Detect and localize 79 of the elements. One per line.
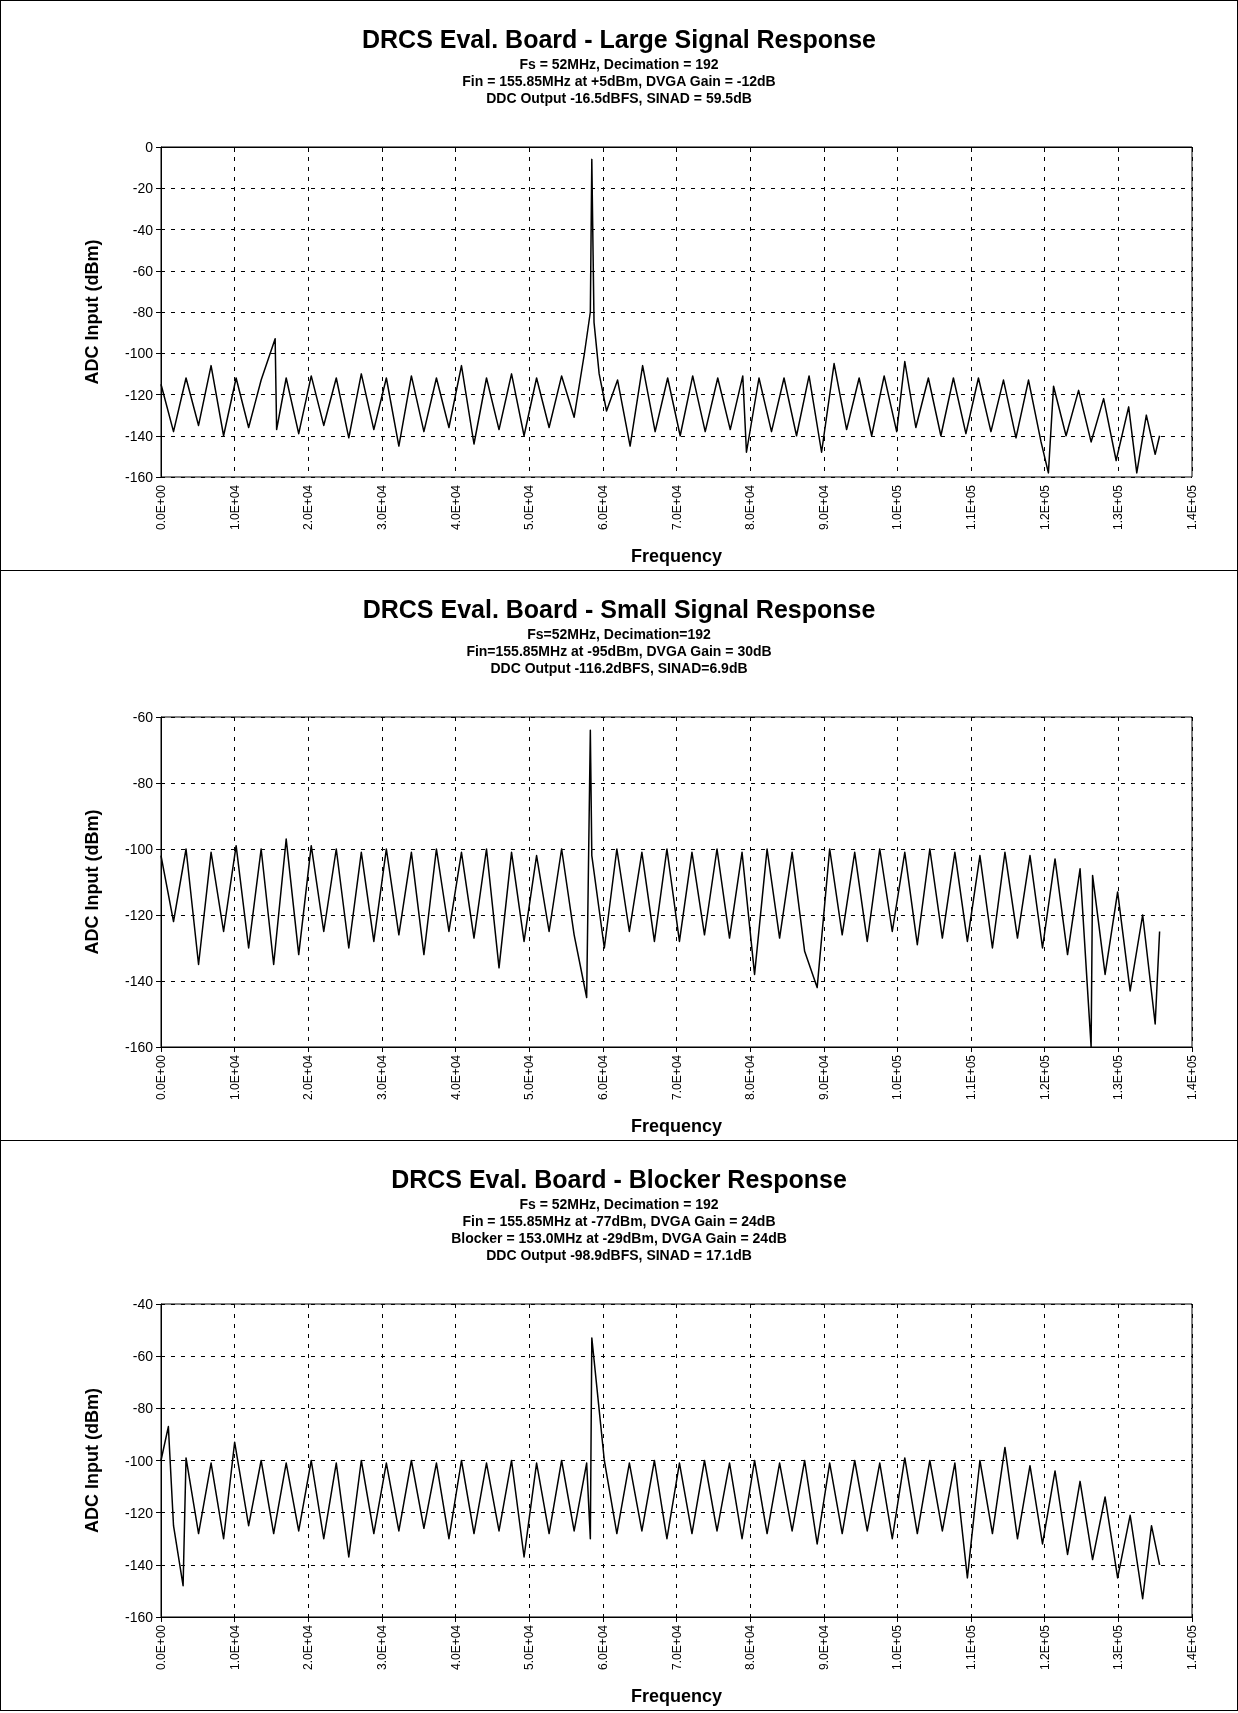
- x-tick-label: 1.3E+05: [1111, 1624, 1126, 1671]
- x-tick-label: 1.3E+05: [1111, 1054, 1126, 1101]
- x-tick-label: 1.4E+05: [1185, 1054, 1199, 1101]
- x-tick-label: 8.0E+04: [743, 1624, 758, 1671]
- y-tick-label: -160: [124, 469, 154, 485]
- chart-title: DRCS Eval. Board - Large Signal Response: [361, 24, 877, 53]
- x-tick-label: 1.3E+05: [1111, 484, 1126, 531]
- chart-subtitle: Fs = 52MHz, Decimation = 192 Fin = 155.85MHz at -77dBm, DVGA Gain = 24dB Blocker = 153.0MHz at -29dBm, DVGA Gain = 24dB DDC Output -98.9dBFS, SINAD = 17.1dB: [451, 1195, 787, 1263]
- x-tick-label: 5.0E+04: [522, 1624, 537, 1671]
- x-axis-title: Frequency: [630, 1686, 723, 1706]
- x-tick-label: 9.0E+04: [816, 484, 831, 531]
- y-tick-label: -80: [132, 1400, 154, 1417]
- y-axis-title: ADC Input (dBm): [82, 239, 102, 385]
- x-tick-label: 8.0E+04: [743, 1054, 758, 1101]
- x-tick-label: 5.0E+04: [522, 1054, 537, 1101]
- x-tick-label: 2.0E+04: [301, 1054, 316, 1101]
- x-tick-label: 6.0E+04: [595, 1054, 610, 1101]
- y-tick-label: -60: [132, 709, 154, 725]
- x-tick-label: 8.0E+04: [743, 484, 758, 531]
- x-axis-title: Frequency: [630, 1116, 723, 1136]
- y-tick-label: -120: [124, 907, 154, 923]
- y-tick-label: -160: [124, 1039, 154, 1055]
- y-tick-label: -140: [124, 1556, 154, 1573]
- y-tick-label: -100: [124, 1452, 154, 1469]
- x-tick-label: 1.0E+04: [227, 1624, 242, 1671]
- y-tick-label: -120: [124, 386, 154, 403]
- x-tick-label: 3.0E+04: [374, 1624, 389, 1671]
- y-tick-label: -80: [132, 775, 154, 791]
- x-tick-label: 1.2E+05: [1037, 484, 1052, 531]
- x-tick-label: 1.0E+05: [890, 484, 905, 531]
- x-tick-label: 1.0E+04: [227, 1054, 242, 1101]
- y-tick-label: -100: [124, 841, 154, 857]
- chart-subtitle: Fs = 52MHz, Decimation = 192 Fin = 155.85MHz at +5dBm, DVGA Gain = -12dB DDC Output -16.5dBFS, SINAD = 59.5dB: [462, 55, 776, 106]
- x-tick-label: 1.2E+05: [1037, 1624, 1052, 1671]
- chart-subtitle: Fs=52MHz, Decimation=192 Fin=155.85MHz at -95dBm, DVGA Gain = 30dB DDC Output -116.2dBFS, SINAD=6.9dB: [466, 625, 772, 676]
- x-tick-label: 1.0E+04: [227, 484, 242, 531]
- chart-title: DRCS Eval. Board - Blocker Response: [391, 1164, 847, 1193]
- x-tick-label: 6.0E+04: [595, 1624, 610, 1671]
- y-tick-label: -100: [124, 345, 154, 362]
- x-tick-label: 5.0E+04: [522, 484, 537, 531]
- x-tick-label: 0.0E+00: [154, 484, 168, 531]
- x-axis-title: Frequency: [630, 546, 723, 566]
- y-axis-title: ADC Input (dBm): [82, 809, 102, 955]
- chart-title: DRCS Eval. Board - Small Signal Response: [362, 594, 876, 623]
- y-tick-label: -140: [124, 973, 154, 989]
- y-tick-label: -80: [132, 304, 154, 320]
- y-axis-title: ADC Input (dBm): [82, 1388, 102, 1533]
- x-tick-label: 2.0E+04: [301, 484, 316, 531]
- x-tick-label: 1.2E+05: [1037, 1054, 1052, 1101]
- y-tick-label: -120: [124, 1504, 154, 1521]
- x-tick-label: 4.0E+04: [448, 1054, 463, 1101]
- y-tick-label: -140: [124, 427, 154, 444]
- x-tick-label: 6.0E+04: [595, 484, 610, 531]
- x-tick-label: 1.1E+05: [964, 1054, 979, 1101]
- y-tick-label: -40: [132, 1296, 154, 1312]
- x-tick-label: 0.0E+00: [154, 1054, 168, 1101]
- y-tick-label: -160: [124, 1609, 154, 1625]
- x-tick-label: 9.0E+04: [816, 1624, 831, 1671]
- x-tick-label: 3.0E+04: [374, 484, 389, 531]
- x-tick-label: 1.1E+05: [964, 1624, 979, 1671]
- x-tick-label: 7.0E+04: [669, 1624, 684, 1671]
- y-tick-label: -20: [132, 180, 154, 197]
- x-tick-label: 7.0E+04: [669, 1054, 684, 1101]
- x-tick-label: 2.0E+04: [301, 1624, 316, 1671]
- x-tick-label: 1.0E+05: [890, 1624, 905, 1671]
- y-tick-label: -60: [132, 1348, 154, 1365]
- x-tick-label: 3.0E+04: [374, 1054, 389, 1101]
- x-tick-label: 1.0E+05: [890, 1054, 905, 1101]
- x-tick-label: 1.1E+05: [964, 484, 979, 531]
- y-tick-label: -40: [132, 221, 154, 238]
- y-tick-label: 0: [145, 139, 154, 155]
- x-tick-label: 4.0E+04: [448, 484, 463, 531]
- x-tick-label: 9.0E+04: [816, 1054, 831, 1101]
- x-tick-label: 0.0E+00: [154, 1624, 168, 1671]
- y-tick-label: -60: [132, 262, 154, 279]
- x-tick-label: 7.0E+04: [669, 484, 684, 531]
- x-tick-label: 4.0E+04: [448, 1624, 463, 1671]
- x-tick-label: 1.4E+05: [1185, 484, 1199, 531]
- x-tick-label: 1.4E+05: [1185, 1624, 1199, 1671]
